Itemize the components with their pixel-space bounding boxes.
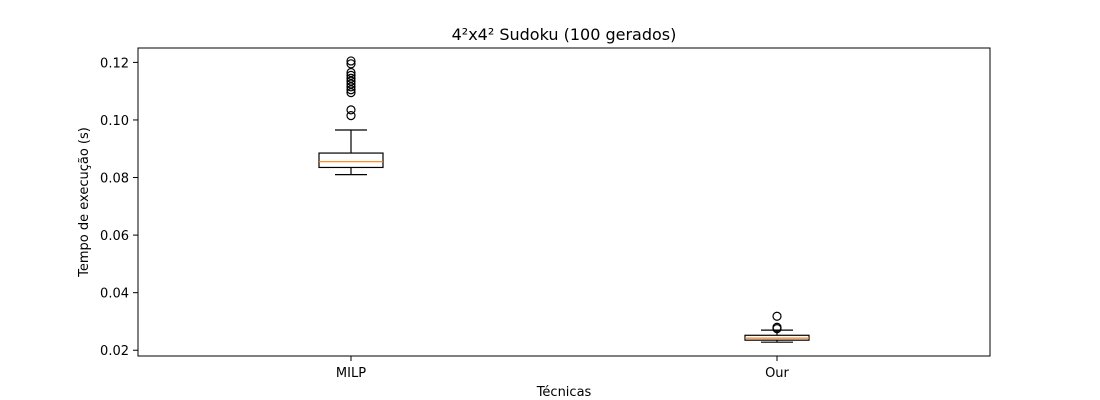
flier-point — [346, 56, 356, 66]
flier-point — [772, 311, 782, 321]
y-tick-label: 0.04 — [100, 287, 129, 302]
y-axis: 0.02 0.04 0.06 0.08 0.10 0.12 — [100, 56, 138, 359]
flier-point — [346, 73, 356, 83]
y-tick-label: 0.10 — [100, 114, 129, 129]
chart-title: 4²x4² Sudoku (100 gerados) — [452, 25, 677, 44]
y-axis-label: Tempo de execução (s) — [77, 127, 92, 278]
y-tick-label: 0.08 — [100, 172, 129, 187]
flier-point — [346, 79, 356, 89]
box-milp — [318, 56, 384, 176]
box-our — [744, 311, 810, 343]
flier-point — [346, 76, 356, 86]
y-tick-label: 0.12 — [100, 56, 129, 71]
y-tick-label: 0.06 — [100, 229, 129, 244]
flier-point — [346, 88, 356, 98]
y-tick-label: 0.02 — [100, 344, 129, 359]
flier-point — [346, 67, 356, 78]
flier-point — [346, 70, 356, 80]
flier-point — [346, 59, 356, 69]
boxes — [318, 56, 810, 343]
flier-point — [346, 82, 356, 92]
x-tick-label: MILP — [336, 366, 366, 381]
x-axis: MILP Our — [336, 356, 790, 381]
flier-point — [346, 105, 356, 115]
x-axis-label: Técnicas — [536, 385, 592, 400]
box-iqr — [318, 152, 384, 169]
x-tick-label: Our — [765, 366, 789, 381]
flier-point — [346, 111, 356, 121]
flier-point — [772, 322, 782, 332]
plot-frame — [137, 47, 991, 357]
flier-point — [346, 85, 356, 95]
